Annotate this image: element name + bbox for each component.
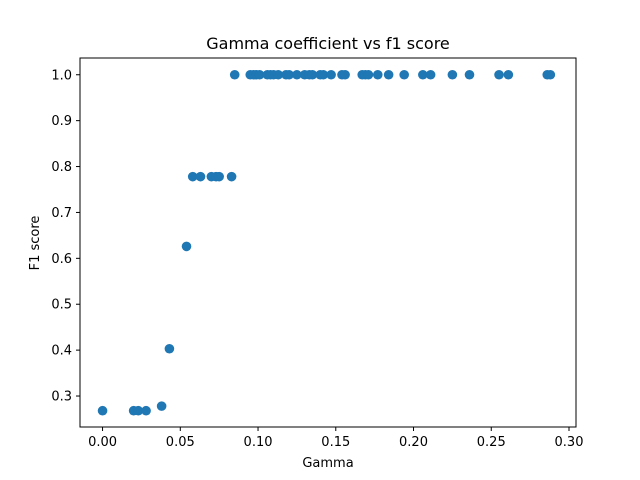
data-point	[141, 405, 151, 416]
data-point	[340, 69, 350, 80]
y-tick-label: 0.6	[51, 252, 72, 267]
data-point	[214, 171, 224, 182]
data-point	[164, 343, 175, 354]
x-tick-label: 0.10	[244, 435, 273, 450]
data-point	[187, 171, 198, 182]
data-point	[363, 69, 374, 80]
y-tick-label: 0.3	[51, 390, 72, 405]
data-point	[195, 171, 206, 182]
y-tick-label: 0.8	[51, 160, 72, 175]
data-point	[318, 69, 329, 80]
y-tick-label: 1.0	[51, 68, 72, 83]
data-point	[156, 401, 167, 411]
x-tick-label: 0.20	[399, 435, 428, 450]
data-point	[503, 69, 514, 80]
data-point	[273, 69, 284, 80]
data-point	[383, 69, 394, 80]
data-point	[284, 69, 294, 80]
y-axis-label: F1 score	[28, 216, 43, 271]
y-axis-ticks: 0.3 0.4 0.5 0.6 0.7 0.8 0.9 1.0	[51, 68, 80, 405]
y-tick-label: 0.5	[51, 298, 72, 313]
data-point	[307, 69, 318, 80]
y-tick-label: 0.9	[51, 114, 72, 129]
data-point	[226, 171, 237, 182]
y-tick-label: 0.7	[51, 206, 72, 221]
data-point	[545, 69, 556, 80]
data-point	[181, 241, 192, 252]
y-tick-label: 0.4	[51, 344, 72, 359]
chart-title: Gamma coefficient vs f1 score	[206, 34, 450, 53]
x-axis-label: Gamma	[302, 456, 353, 471]
data-point	[229, 69, 240, 80]
data-point	[292, 69, 302, 80]
data-point	[418, 69, 428, 80]
data-point	[399, 69, 409, 80]
data-point	[97, 405, 108, 416]
data-point	[133, 405, 144, 416]
plot-area	[79, 57, 577, 428]
data-point	[326, 69, 336, 80]
data-point	[494, 69, 504, 80]
x-tick-label: 0.30	[555, 435, 584, 450]
data-point	[425, 69, 436, 80]
data-point	[372, 69, 383, 80]
x-axis-ticks: 0.00 0.05 0.10 0.15 0.20 0.25 0.30	[88, 427, 583, 450]
x-tick-label: 0.25	[477, 435, 506, 450]
x-tick-label: 0.00	[88, 435, 117, 450]
x-tick-label: 0.15	[321, 435, 350, 450]
data-point	[464, 69, 475, 80]
x-tick-label: 0.05	[166, 435, 195, 450]
data-point	[447, 69, 458, 80]
data-points	[97, 69, 556, 416]
data-point	[254, 69, 265, 80]
